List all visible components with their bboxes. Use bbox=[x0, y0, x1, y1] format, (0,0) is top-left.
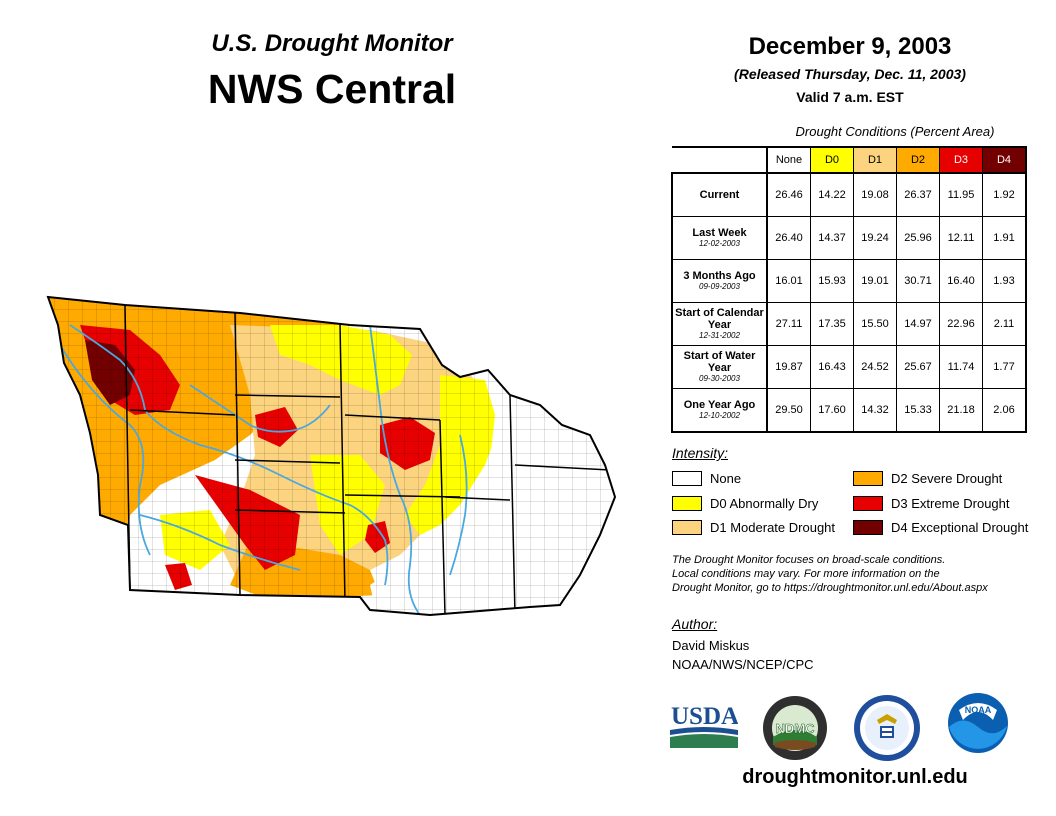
table-cell: 19.01 bbox=[853, 259, 897, 303]
table-cell: 26.37 bbox=[896, 172, 940, 217]
author-name: David Miskus bbox=[672, 638, 750, 653]
column-header-d3: D3 bbox=[939, 146, 983, 174]
table-row: Current 26.46 14.22 19.08 26.37 11.95 1.… bbox=[671, 172, 1027, 217]
legend-title: Intensity: bbox=[672, 445, 729, 461]
table-row: 3 Months Ago 09-09-2003 16.01 15.93 19.01… bbox=[671, 259, 1027, 303]
author-org: NOAA/NWS/NCEP/CPC bbox=[672, 657, 814, 672]
map-date: December 9, 2003 bbox=[748, 33, 952, 60]
legend-label: None bbox=[710, 471, 742, 486]
row-label: Current bbox=[671, 172, 768, 217]
drought-conditions-table: None D0 D1 D2 D3 D4 Current 26.46 14.22 … bbox=[671, 146, 1027, 433]
row-label: Start of Calendar Year 12-31-2002 bbox=[671, 302, 768, 346]
legend-item-d1: D1 Moderate Drought bbox=[672, 520, 835, 535]
table-row: Start of Calendar Year 12-31-2002 27.11 1… bbox=[671, 302, 1027, 346]
legend-swatch bbox=[853, 496, 883, 511]
column-header-none: None bbox=[766, 146, 811, 174]
drought-map bbox=[46, 295, 617, 617]
region-outline bbox=[46, 295, 617, 617]
legend-label: D4 Exceptional Drought bbox=[891, 520, 1029, 535]
row-label: 3 Months Ago 09-09-2003 bbox=[671, 259, 768, 303]
table-cell: 2.06 bbox=[982, 388, 1027, 433]
table-cell: 25.96 bbox=[896, 216, 940, 260]
table-cell: 16.43 bbox=[810, 345, 854, 389]
table-cell: 2.11 bbox=[982, 302, 1027, 346]
table-row: Last Week 12-02-2003 26.40 14.37 19.24 25… bbox=[671, 216, 1027, 260]
legend-swatch bbox=[672, 471, 702, 486]
table-row: Start of Water Year 09-30-2003 19.87 16.4… bbox=[671, 345, 1027, 389]
table-cell: 16.01 bbox=[766, 259, 811, 303]
table-cell: 22.96 bbox=[939, 302, 983, 346]
noaa-logo: NOAA bbox=[948, 693, 1008, 753]
table-cell: 12.11 bbox=[939, 216, 983, 260]
table-cell: 19.08 bbox=[853, 172, 897, 217]
table-cell: 1.91 bbox=[982, 216, 1027, 260]
legend-item-d2: D2 Severe Drought bbox=[853, 471, 1002, 486]
table-cell: 17.60 bbox=[810, 388, 854, 433]
legend-swatch bbox=[672, 520, 702, 535]
table-cell: 25.67 bbox=[896, 345, 940, 389]
website-link[interactable]: droughtmonitor.unl.edu bbox=[742, 766, 968, 788]
row-label: Last Week 12-02-2003 bbox=[671, 216, 768, 260]
table-cell: 19.24 bbox=[853, 216, 897, 260]
legend-item-d0: D0 Abnormally Dry bbox=[672, 496, 818, 511]
table-cell: 14.32 bbox=[853, 388, 897, 433]
column-header-d2: D2 bbox=[896, 146, 940, 174]
legend-swatch bbox=[853, 471, 883, 486]
table-cell: 24.52 bbox=[853, 345, 897, 389]
table-cell: 30.71 bbox=[896, 259, 940, 303]
usda-logo-text: USDA bbox=[671, 703, 738, 730]
legend-swatch bbox=[672, 496, 702, 511]
legend-label: D1 Moderate Drought bbox=[710, 520, 836, 535]
table-cell: 11.74 bbox=[939, 345, 983, 389]
table-cell: 11.95 bbox=[939, 172, 983, 217]
map-subtitle: U.S. Drought Monitor bbox=[211, 30, 453, 57]
legend-item-d4: D4 Exceptional Drought bbox=[853, 520, 1028, 535]
ndmc-logo: NDMC bbox=[763, 696, 827, 760]
column-header-d4: D4 bbox=[982, 146, 1027, 174]
table-cell: 15.50 bbox=[853, 302, 897, 346]
column-header-d0: D0 bbox=[810, 146, 854, 174]
noaa-logo-text: NOAA bbox=[965, 705, 992, 715]
row-label: Start of Water Year 09-30-2003 bbox=[671, 345, 768, 389]
table-corner bbox=[672, 146, 768, 174]
table-cell: 16.40 bbox=[939, 259, 983, 303]
table-cell: 26.46 bbox=[766, 172, 811, 217]
column-header-d1: D1 bbox=[853, 146, 897, 174]
table-cell: 14.37 bbox=[810, 216, 854, 260]
table-cell: 26.40 bbox=[766, 216, 811, 260]
usda-logo: USDA bbox=[670, 703, 738, 748]
legend-swatch bbox=[853, 520, 883, 535]
map-title: NWS Central bbox=[207, 66, 457, 112]
table-cell: 1.77 bbox=[982, 345, 1027, 389]
disclaimer-note: The Drought Monitor focuses on broad-sca… bbox=[672, 553, 1042, 595]
table-cell: 19.87 bbox=[766, 345, 811, 389]
commerce-seal bbox=[854, 695, 920, 761]
note-line: Drought Monitor, go to https://droughtmo… bbox=[672, 582, 988, 594]
table-cell: 29.50 bbox=[766, 388, 811, 433]
table-cell: 1.93 bbox=[982, 259, 1027, 303]
legend-item-d3: D3 Extreme Drought bbox=[853, 496, 1010, 511]
table-cell: 15.33 bbox=[896, 388, 940, 433]
row-label: One Year Ago 12-10-2002 bbox=[671, 388, 768, 433]
legend-label: D3 Extreme Drought bbox=[891, 496, 1010, 511]
valid-time: Valid 7 a.m. EST bbox=[796, 89, 904, 105]
table-caption: Drought Conditions (Percent Area) bbox=[795, 124, 995, 139]
ndmc-logo-text: NDMC bbox=[776, 721, 816, 736]
legend-item-none: None bbox=[672, 471, 741, 486]
table-cell: 14.97 bbox=[896, 302, 940, 346]
table-row: One Year Ago 12-10-2002 29.50 17.60 14.32… bbox=[671, 388, 1027, 433]
author-title: Author: bbox=[672, 616, 718, 632]
table-cell: 21.18 bbox=[939, 388, 983, 433]
table-cell: 27.11 bbox=[766, 302, 811, 346]
table-cell: 14.22 bbox=[810, 172, 854, 217]
table-cell: 15.93 bbox=[810, 259, 854, 303]
note-line: The Drought Monitor focuses on broad-sca… bbox=[672, 554, 946, 566]
table-cell: 17.35 bbox=[810, 302, 854, 346]
state-boundaries bbox=[124, 304, 611, 615]
legend-label: D2 Severe Drought bbox=[891, 471, 1003, 486]
note-line: Local conditions may vary. For more info… bbox=[672, 568, 940, 580]
table-cell: 1.92 bbox=[982, 172, 1027, 217]
legend-label: D0 Abnormally Dry bbox=[710, 496, 819, 511]
release-date: (Released Thursday, Dec. 11, 2003) bbox=[734, 66, 966, 82]
